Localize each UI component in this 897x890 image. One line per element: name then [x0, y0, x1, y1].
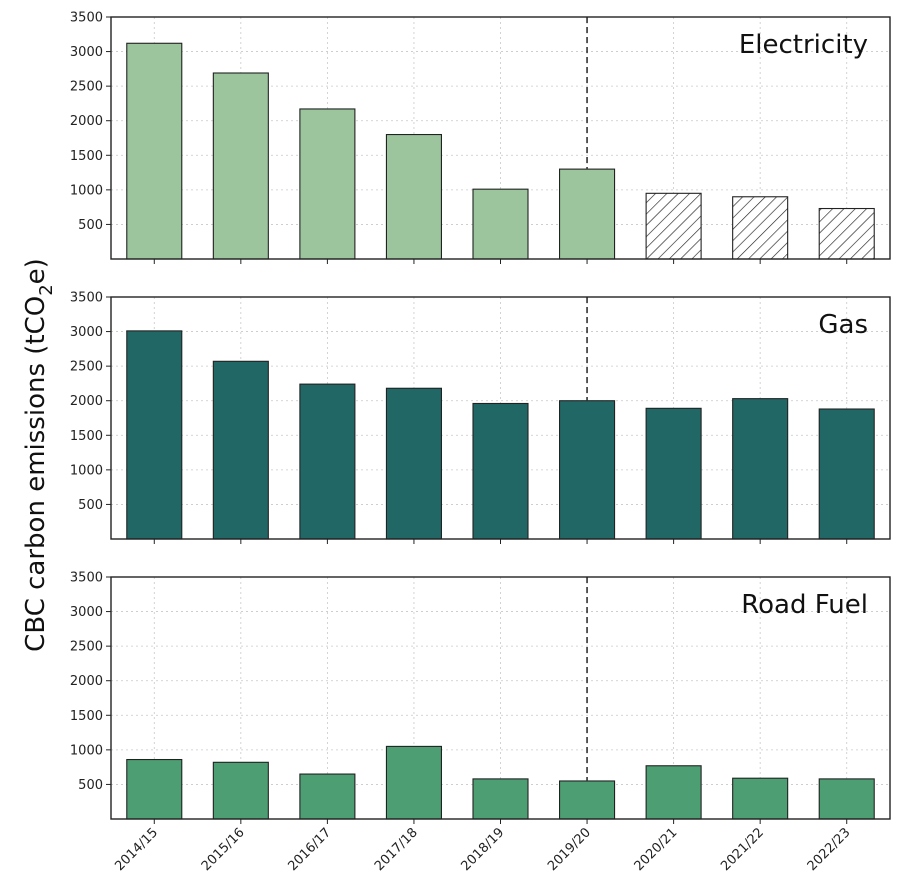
y-tick-label: 2500	[70, 80, 103, 95]
y-tick-label: 2500	[70, 360, 103, 375]
bar-2020-21	[645, 765, 702, 820]
panel-title: Electricity	[739, 30, 868, 60]
y-tick-label: 1500	[70, 149, 103, 164]
panel-gas: 500 1000 1500 2000 2500 3000 3500 Gas	[70, 291, 891, 544]
bar-2018-19	[472, 188, 529, 260]
bar-2019-20	[559, 400, 616, 540]
chart-panels: 500100015002000250030003500Electricity50…	[70, 11, 891, 824]
bar-2015-16	[212, 72, 269, 260]
y-tick-label: 3000	[70, 45, 103, 60]
y-tick-label: 3500	[70, 291, 103, 306]
y-tick-label: 2500	[70, 640, 103, 655]
bar-2021-22	[732, 196, 789, 260]
x-tick-label: 2014/15	[112, 825, 161, 874]
bar-2014-15	[126, 330, 183, 540]
bar-2020-21	[645, 407, 702, 540]
x-tick-label: 2019/20	[545, 825, 594, 874]
bar-2015-16	[212, 761, 269, 820]
bar-2022-23	[818, 207, 875, 260]
bar-2017-18	[385, 745, 442, 820]
bar-2020-21	[645, 192, 702, 260]
panel-electricity: 500 1000 1500 2000 2500 3000 3500 Electricity	[70, 11, 891, 264]
bar-2019-20	[559, 168, 616, 260]
bar-2021-22	[732, 777, 789, 820]
x-tick-label: 2017/18	[372, 825, 421, 874]
y-tick-label: 1000	[70, 743, 103, 758]
y-tick-label: 500	[78, 498, 103, 513]
y-axis-label: CBC carbon emissions (tCO2e)	[21, 258, 57, 652]
bar-2021-22	[732, 398, 789, 540]
y-tick-label: 500	[78, 218, 103, 233]
panel-title: Road Fuel	[741, 590, 868, 620]
x-tick-label: 2018/19	[459, 825, 508, 874]
y-tick-label: 1500	[70, 709, 103, 724]
bar-2017-18	[385, 133, 442, 260]
x-tick-label: 2016/17	[285, 825, 334, 874]
x-tick-label: 2021/22	[718, 825, 767, 874]
x-tick-label: 2020/21	[632, 825, 681, 874]
bar-2014-15	[126, 42, 183, 260]
bar-2015-16	[212, 360, 269, 540]
y-tick-label: 3500	[70, 571, 103, 586]
x-tick-label: 2015/16	[199, 825, 248, 874]
y-tick-label: 1500	[70, 429, 103, 444]
x-axis-category-labels: 2014/15 2015/16 2016/17 2017/18 2018/19 2019/…	[112, 825, 853, 874]
bar-2014-15	[126, 758, 183, 820]
y-tick-label: 1000	[70, 463, 103, 478]
bar-2017-18	[385, 387, 442, 540]
bar-2016-17	[299, 773, 356, 820]
y-tick-label: 500	[78, 778, 103, 793]
bar-2016-17	[299, 383, 356, 540]
bar-2022-23	[818, 408, 875, 540]
y-tick-label: 3000	[70, 325, 103, 340]
bar-2022-23	[818, 778, 875, 820]
y-tick-label: 2000	[70, 674, 103, 689]
bar-2016-17	[299, 108, 356, 260]
bar-2018-19	[472, 778, 529, 820]
panel-title: Gas	[818, 310, 868, 340]
y-tick-label: 3000	[70, 605, 103, 620]
y-tick-label: 1000	[70, 183, 103, 198]
panel-road-fuel: 500 1000 1500 2000 2500 3000 3500 Road Fuel	[70, 571, 891, 824]
y-tick-label: 2000	[70, 114, 103, 129]
y-tick-label: 3500	[70, 11, 103, 26]
y-axis-label-subscript: 2	[36, 284, 57, 295]
y-tick-label: 2000	[70, 394, 103, 409]
bar-2018-19	[472, 402, 529, 540]
bar-2019-20	[559, 780, 616, 820]
x-tick-label: 2022/23	[805, 825, 854, 874]
